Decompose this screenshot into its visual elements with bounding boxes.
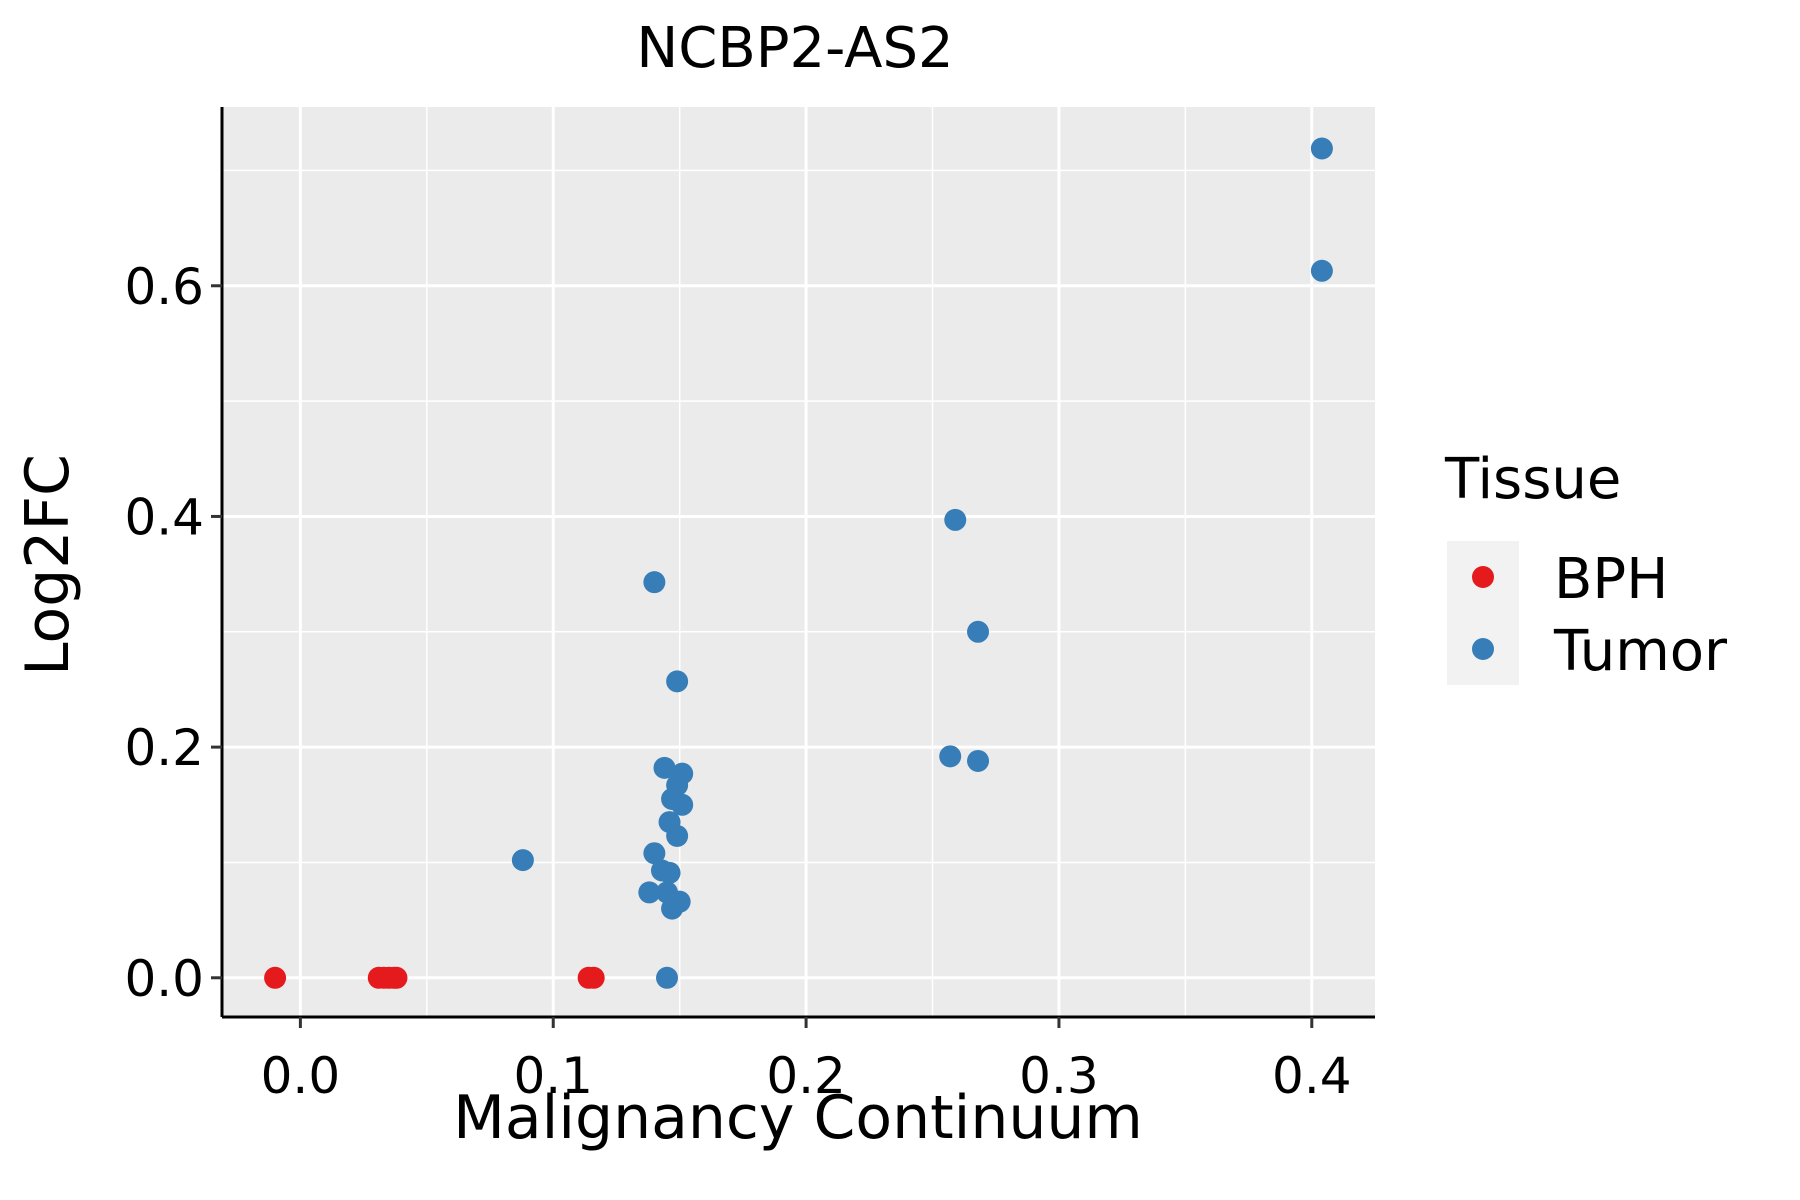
point-tumor: [1310, 259, 1333, 282]
x-tick-label: 0.4: [1272, 1047, 1352, 1105]
point-tumor: [944, 508, 967, 531]
y-tick-label: 0.6: [124, 258, 204, 316]
point-tumor: [671, 793, 694, 816]
point-bph: [385, 966, 408, 989]
x-axis-title: Malignancy Continuum: [453, 1083, 1143, 1153]
legend-label-tumor: Tumor: [1553, 619, 1728, 684]
point-tumor: [967, 749, 990, 772]
legend: Tissue BPH Tumor: [1444, 447, 1728, 685]
point-tumor: [666, 824, 689, 847]
point-tumor: [1310, 137, 1333, 160]
point-tumor: [638, 881, 661, 904]
data-points: [264, 137, 1333, 989]
legend-marker-tumor: [1472, 638, 1494, 660]
point-tumor: [656, 966, 679, 989]
minor-gridlines: [222, 107, 1375, 1017]
x-tick-label: 0.2: [766, 1047, 846, 1105]
point-tumor: [666, 670, 689, 693]
point-tumor: [643, 571, 666, 594]
y-tick-label: 0.2: [124, 719, 204, 777]
point-tumor: [511, 849, 534, 872]
point-tumor: [661, 897, 684, 920]
major-gridlines: [222, 107, 1375, 1017]
y-axis-title: Log2FC: [13, 454, 83, 676]
y-tick-label: 0.4: [124, 488, 204, 546]
point-tumor: [643, 842, 666, 865]
point-bph: [582, 966, 605, 989]
point-tumor: [653, 756, 676, 779]
y-axis-ticks: 0.0 0.2 0.4 0.6: [124, 258, 222, 1008]
point-tumor: [967, 620, 990, 643]
legend-label-bph: BPH: [1554, 547, 1668, 612]
point-tumor: [658, 861, 681, 884]
x-axis-ticks: 0.0 0.1 0.2 0.3 0.4: [261, 1017, 1352, 1105]
plot-panel: [222, 107, 1375, 1017]
point-bph: [264, 966, 287, 989]
legend-marker-bph: [1472, 566, 1494, 588]
legend-title: Tissue: [1444, 447, 1621, 512]
chart-title: NCBP2-AS2: [636, 16, 953, 81]
x-tick-label: 0.3: [1019, 1047, 1099, 1105]
x-tick-label: 0.0: [261, 1047, 341, 1105]
point-tumor: [939, 745, 962, 768]
x-tick-label: 0.1: [513, 1047, 593, 1105]
y-tick-label: 0.0: [124, 950, 204, 1008]
